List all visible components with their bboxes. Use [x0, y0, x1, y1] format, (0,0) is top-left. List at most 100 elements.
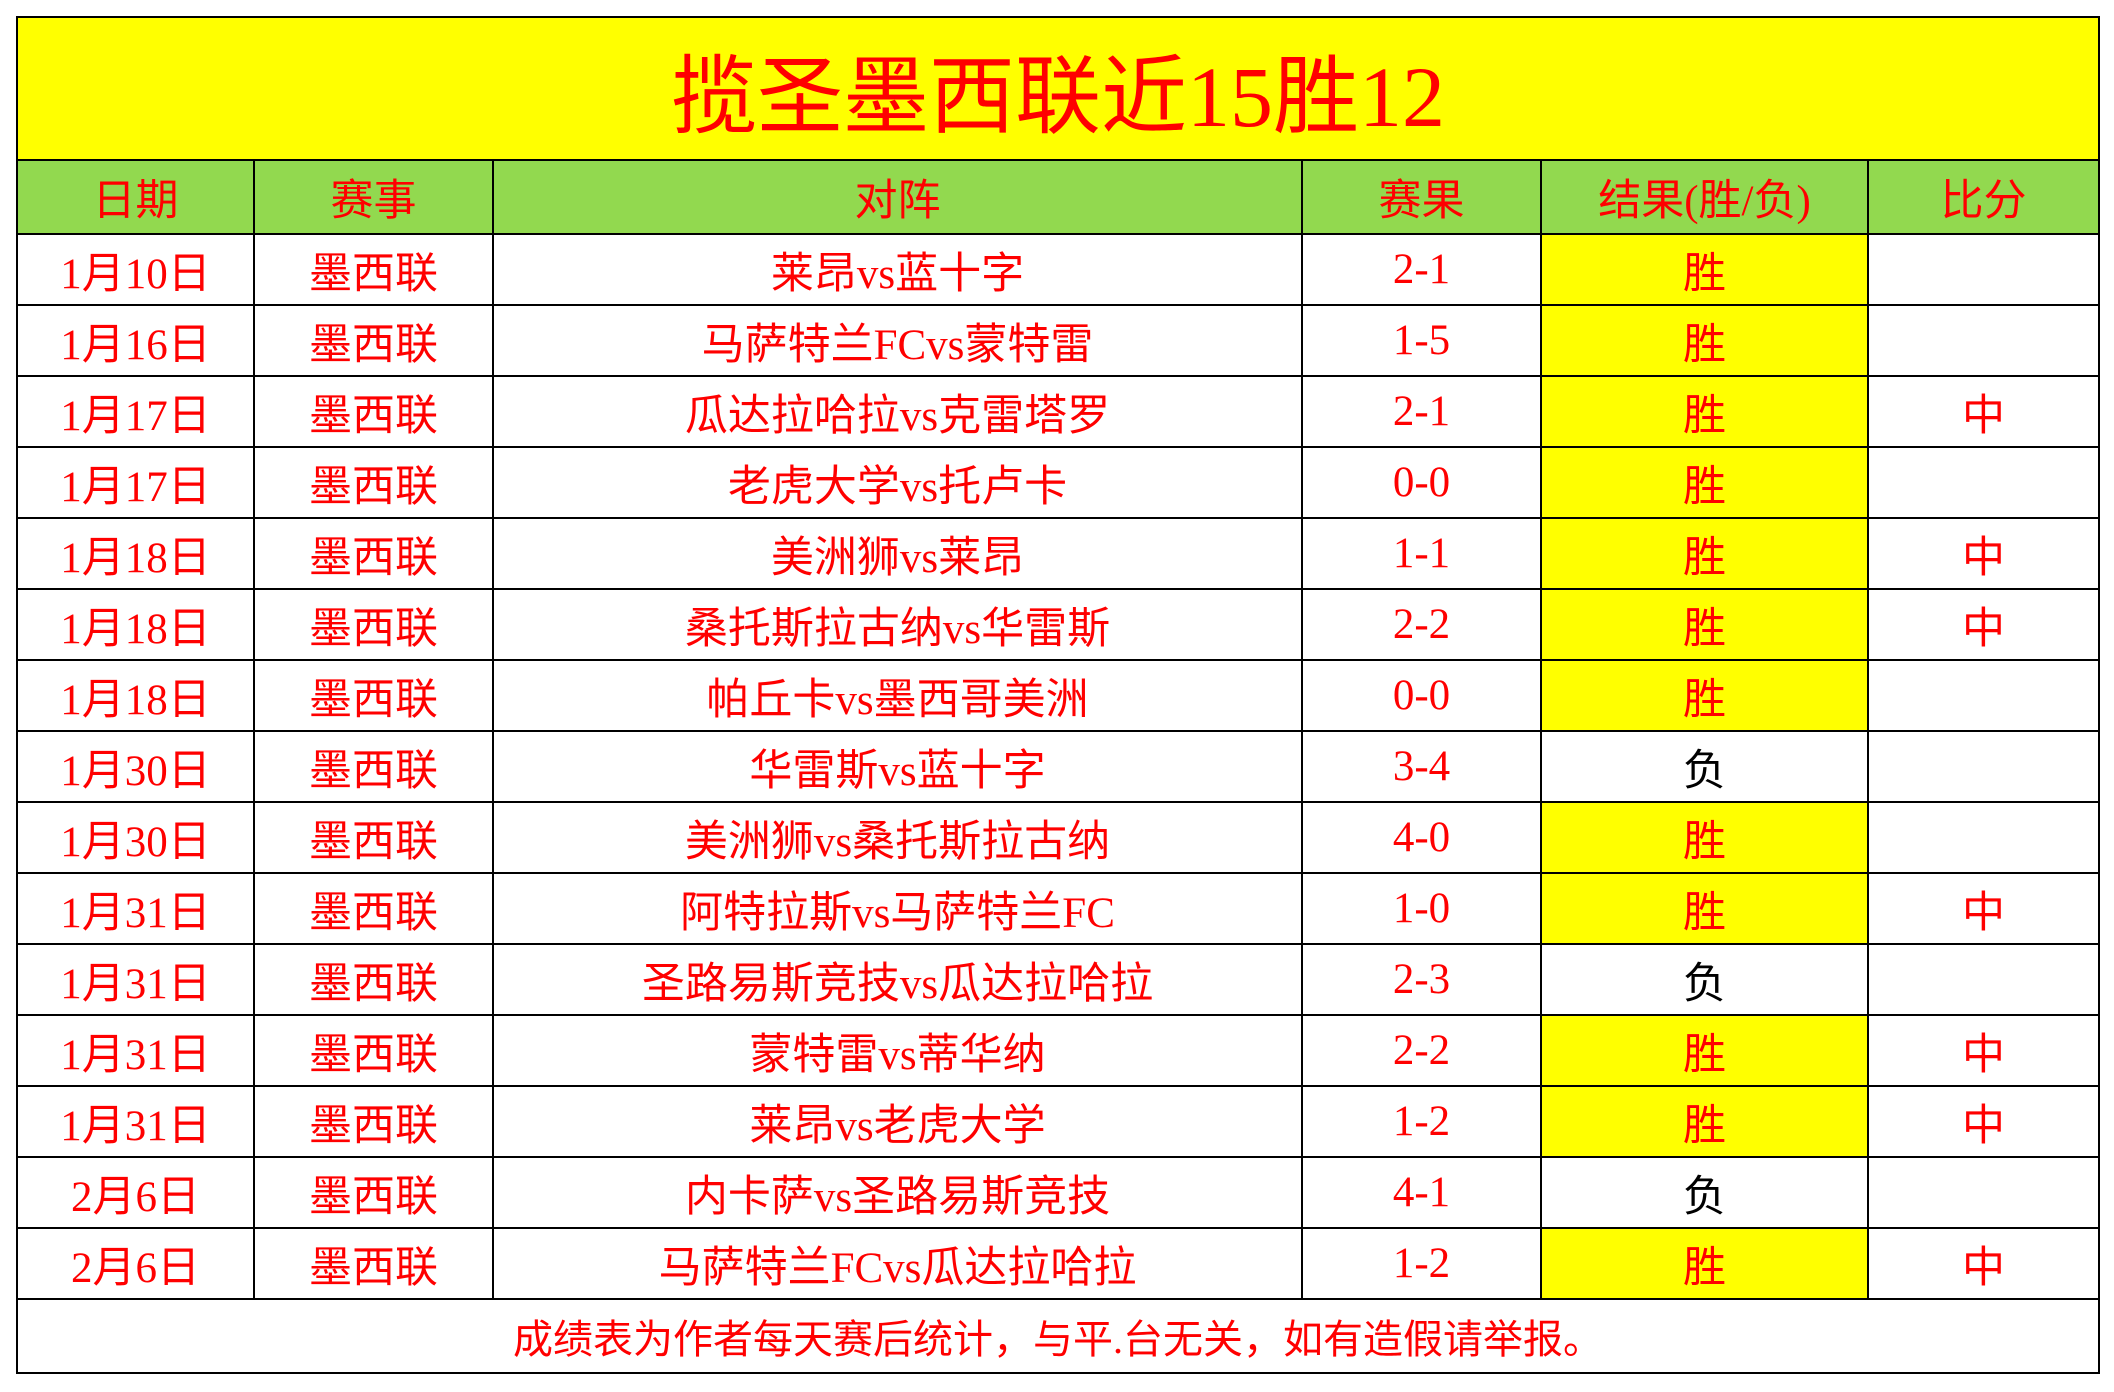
- cell-score: 3-4: [1301, 730, 1542, 803]
- cell-score: 2-3: [1301, 943, 1542, 1016]
- cell-league: 墨西联: [253, 588, 494, 661]
- cell-league: 墨西联: [253, 1085, 494, 1158]
- cell-match: 马萨特兰FCvs蒙特雷: [492, 304, 1303, 377]
- cell-result: 胜: [1540, 659, 1869, 732]
- table-row: 1月17日 墨西联 老虎大学vs托卢卡 0-0 胜: [16, 446, 2101, 519]
- cell-date: 1月17日: [16, 446, 255, 519]
- cell-bifen: 中: [1866, 588, 2101, 661]
- header-result: 结果(胜/负): [1540, 159, 1869, 235]
- cell-result: 负: [1540, 730, 1869, 803]
- footer-note: 成绩表为作者每天赛后统计，与平.台无关，如有造假请举报。: [15, 1298, 2101, 1374]
- cell-result: 胜: [1540, 304, 1869, 377]
- cell-score: 1-2: [1301, 1227, 1542, 1300]
- cell-bifen: 中: [1866, 1014, 2101, 1087]
- cell-bifen: 中: [1866, 517, 2101, 590]
- table-row: 2月6日 墨西联 内卡萨vs圣路易斯竞技 4-1 负: [16, 1156, 2101, 1229]
- cell-bifen: [1866, 446, 2101, 519]
- cell-score: 4-0: [1301, 801, 1542, 874]
- cell-league: 墨西联: [253, 375, 494, 448]
- table-row: 1月31日 墨西联 蒙特雷vs蒂华纳 2-2 胜中: [16, 1014, 2101, 1087]
- table-row: 2月6日 墨西联 马萨特兰FCvs瓜达拉哈拉 1-2 胜中: [16, 1227, 2101, 1300]
- cell-bifen: [1866, 659, 2101, 732]
- title-row: 揽圣墨西联近15胜12: [15, 16, 2101, 161]
- header-bifen: 比分: [1866, 159, 2101, 235]
- cell-result: 胜: [1540, 1085, 1869, 1158]
- cell-league: 墨西联: [253, 304, 494, 377]
- cell-result: 胜: [1540, 233, 1869, 306]
- cell-score: 1-0: [1301, 872, 1542, 945]
- cell-league: 墨西联: [253, 730, 494, 803]
- cell-league: 墨西联: [253, 233, 494, 306]
- cell-score: 2-2: [1301, 1014, 1542, 1087]
- cell-result: 胜: [1540, 517, 1869, 590]
- cell-date: 1月30日: [16, 801, 255, 874]
- cell-score: 2-1: [1301, 233, 1542, 306]
- cell-score: 1-5: [1301, 304, 1542, 377]
- cell-bifen: [1866, 233, 2101, 306]
- cell-league: 墨西联: [253, 1227, 494, 1300]
- cell-match: 老虎大学vs托卢卡: [492, 446, 1303, 519]
- table-row: 1月17日 墨西联 瓜达拉哈拉vs克雷塔罗 2-1 胜中: [16, 375, 2101, 448]
- header-row: 日期 赛事 对阵 赛果 结果(胜/负) 比分: [16, 159, 2101, 235]
- header-score: 赛果: [1301, 159, 1542, 235]
- cell-match: 瓜达拉哈拉vs克雷塔罗: [492, 375, 1303, 448]
- cell-result: 胜: [1540, 1014, 1869, 1087]
- cell-date: 2月6日: [16, 1227, 255, 1300]
- cell-date: 1月31日: [16, 1014, 255, 1087]
- cell-result: 负: [1540, 943, 1869, 1016]
- cell-date: 1月18日: [16, 588, 255, 661]
- table-row: 1月31日 墨西联 阿特拉斯vs马萨特兰FC 1-0 胜中: [16, 872, 2101, 945]
- cell-match: 莱昂vs蓝十字: [492, 233, 1303, 306]
- cell-match: 圣路易斯竞技vs瓜达拉哈拉: [492, 943, 1303, 1016]
- cell-league: 墨西联: [253, 659, 494, 732]
- cell-bifen: [1866, 730, 2101, 803]
- cell-result: 胜: [1540, 375, 1869, 448]
- table-row: 1月30日 墨西联 美洲狮vs桑托斯拉古纳 4-0 胜: [16, 801, 2101, 874]
- cell-date: 1月31日: [16, 872, 255, 945]
- cell-bifen: 中: [1866, 375, 2101, 448]
- cell-date: 1月18日: [16, 517, 255, 590]
- cell-league: 墨西联: [253, 517, 494, 590]
- cell-match: 阿特拉斯vs马萨特兰FC: [492, 872, 1303, 945]
- cell-result: 负: [1540, 1156, 1869, 1229]
- cell-bifen: 中: [1866, 872, 2101, 945]
- cell-league: 墨西联: [253, 1014, 494, 1087]
- table-row: 1月30日 墨西联 华雷斯vs蓝十字 3-4 负: [16, 730, 2101, 803]
- cell-league: 墨西联: [253, 1156, 494, 1229]
- header-league: 赛事: [253, 159, 494, 235]
- cell-result: 胜: [1540, 872, 1869, 945]
- cell-score: 0-0: [1301, 659, 1542, 732]
- cell-date: 2月6日: [16, 1156, 255, 1229]
- cell-match: 马萨特兰FCvs瓜达拉哈拉: [492, 1227, 1303, 1300]
- cell-match: 莱昂vs老虎大学: [492, 1085, 1303, 1158]
- cell-match: 华雷斯vs蓝十字: [492, 730, 1303, 803]
- cell-bifen: [1866, 943, 2101, 1016]
- table-row: 1月31日 墨西联 圣路易斯竞技vs瓜达拉哈拉 2-3 负: [16, 943, 2101, 1016]
- table-row: 1月16日 墨西联 马萨特兰FCvs蒙特雷 1-5 胜: [16, 304, 2101, 377]
- cell-result: 胜: [1540, 801, 1869, 874]
- table-row: 1月18日 墨西联 桑托斯拉古纳vs华雷斯 2-2 胜中: [16, 588, 2101, 661]
- cell-match: 内卡萨vs圣路易斯竞技: [492, 1156, 1303, 1229]
- cell-match: 美洲狮vs桑托斯拉古纳: [492, 801, 1303, 874]
- cell-league: 墨西联: [253, 446, 494, 519]
- cell-bifen: 中: [1866, 1227, 2101, 1300]
- page-title: 揽圣墨西联近15胜12: [15, 16, 2101, 161]
- cell-league: 墨西联: [253, 801, 494, 874]
- cell-score: 0-0: [1301, 446, 1542, 519]
- cell-score: 1-2: [1301, 1085, 1542, 1158]
- footer-row: 成绩表为作者每天赛后统计，与平.台无关，如有造假请举报。: [15, 1298, 2101, 1374]
- header-date: 日期: [16, 159, 255, 235]
- cell-bifen: [1866, 1156, 2101, 1229]
- cell-result: 胜: [1540, 446, 1869, 519]
- results-table: 揽圣墨西联近15胜12 日期 赛事 对阵 赛果 结果(胜/负) 比分 1月10日…: [15, 16, 2101, 1374]
- cell-date: 1月17日: [16, 375, 255, 448]
- cell-bifen: 中: [1866, 1085, 2101, 1158]
- cell-match: 蒙特雷vs蒂华纳: [492, 1014, 1303, 1087]
- cell-result: 胜: [1540, 1227, 1869, 1300]
- cell-league: 墨西联: [253, 872, 494, 945]
- cell-date: 1月31日: [16, 1085, 255, 1158]
- cell-score: 2-1: [1301, 375, 1542, 448]
- header-match: 对阵: [492, 159, 1303, 235]
- table-row: 1月31日 墨西联 莱昂vs老虎大学 1-2 胜中: [16, 1085, 2101, 1158]
- cell-date: 1月30日: [16, 730, 255, 803]
